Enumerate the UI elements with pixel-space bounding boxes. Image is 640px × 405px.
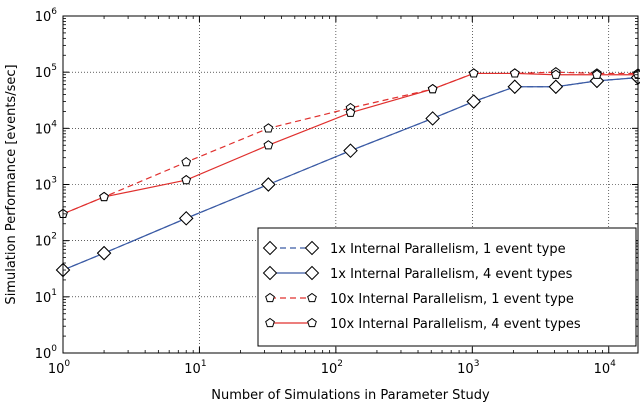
y-tick-base: 10 (35, 66, 52, 81)
x-tick-label: 100 (48, 359, 71, 377)
legend-item: 10x Internal Parallelism, 1 event type (265, 292, 574, 307)
y-tick-exponent: 5 (51, 63, 57, 73)
legend-label: 1x Internal Parallelism, 1 event type (330, 242, 566, 257)
pentagon-marker (265, 317, 275, 328)
legend: 1x Internal Parallelism, 1 event type 1x … (257, 227, 637, 347)
y-tick-label: 100 (35, 344, 58, 362)
pentagon-marker (265, 292, 275, 303)
diamond-marker (507, 79, 522, 94)
y-tick-exponent: 4 (51, 119, 57, 129)
diamond-marker (96, 245, 112, 261)
diamond-marker (261, 177, 276, 192)
y-tick-exponent: 6 (51, 7, 57, 17)
series-line (62, 71, 638, 215)
legend-item: 1x Internal Parallelism, 1 event type (262, 240, 566, 257)
pentagon-marker (550, 69, 561, 79)
y-tick-base: 10 (35, 10, 52, 25)
x-tick-label: 101 (184, 359, 206, 377)
pentagon-marker (307, 292, 317, 303)
pentagon-marker (99, 191, 109, 202)
diamond-marker (304, 265, 320, 281)
y-tick-label: 105 (35, 63, 57, 81)
x-tick-label: 103 (457, 359, 479, 377)
legend-label: 10x Internal Parallelism, 1 event type (330, 292, 574, 307)
diamond-marker (262, 265, 278, 281)
x-tick-exponent: 2 (337, 359, 343, 369)
x-tick-exponent: 3 (474, 359, 480, 369)
y-tick-label: 102 (35, 232, 57, 250)
x-tick-label: 102 (321, 359, 343, 377)
x-tick-base: 10 (457, 362, 474, 377)
diamond-marker (262, 240, 278, 256)
y-tick-exponent: 1 (51, 288, 57, 298)
pentagon-marker (263, 140, 274, 150)
y-tick-base: 10 (35, 179, 52, 194)
diamond-marker (548, 79, 564, 94)
pentagon-marker (181, 157, 192, 167)
pentagon-marker (263, 123, 274, 133)
legend-label: 1x Internal Parallelism, 4 event types (330, 267, 573, 282)
y-tick-label: 101 (35, 288, 57, 306)
x-tick-exponent: 4 (610, 359, 616, 369)
legend-item: 1x Internal Parallelism, 4 event types (262, 265, 573, 282)
x-tick-exponent: 0 (64, 359, 70, 369)
pentagon-marker (468, 68, 479, 78)
y-tick-label: 106 (35, 7, 58, 25)
x-tick-base: 10 (48, 362, 65, 377)
diamond-marker (425, 111, 440, 126)
diamond-marker (304, 240, 320, 256)
pentagon-marker (509, 68, 520, 78)
x-tick-exponent: 1 (201, 359, 207, 369)
y-axis-label: Simulation Performance [events/sec] (4, 64, 19, 304)
y-tick-exponent: 0 (51, 344, 57, 354)
y-tick-label: 103 (35, 176, 57, 194)
pentagon-marker (181, 174, 192, 185)
y-tick-exponent: 3 (51, 176, 57, 186)
x-tick-base: 10 (321, 362, 338, 377)
diamond-marker (343, 143, 358, 158)
legend-box (257, 227, 637, 347)
legend-item: 10x Internal Parallelism, 4 event types (265, 317, 581, 332)
y-tick-base: 10 (35, 291, 52, 306)
series-4 (58, 68, 640, 219)
diamond-marker (179, 211, 194, 226)
y-tick-label: 104 (35, 119, 58, 137)
x-tick-base: 10 (594, 362, 611, 377)
diamond-marker (466, 94, 481, 109)
y-tick-base: 10 (35, 235, 52, 250)
pentagon-marker (427, 83, 438, 94)
x-axis-label: Number of Simulations in Parameter Study (211, 388, 490, 403)
x-tick-label: 104 (594, 359, 617, 377)
y-tick-base: 10 (35, 122, 52, 137)
legend-label: 10x Internal Parallelism, 4 event types (330, 317, 581, 332)
pentagon-marker (345, 107, 356, 117)
x-tick-base: 10 (184, 362, 201, 377)
pentagon-marker (307, 317, 317, 328)
pentagon-marker (592, 69, 602, 79)
y-tick-exponent: 2 (51, 232, 57, 242)
y-tick-base: 10 (35, 347, 52, 362)
